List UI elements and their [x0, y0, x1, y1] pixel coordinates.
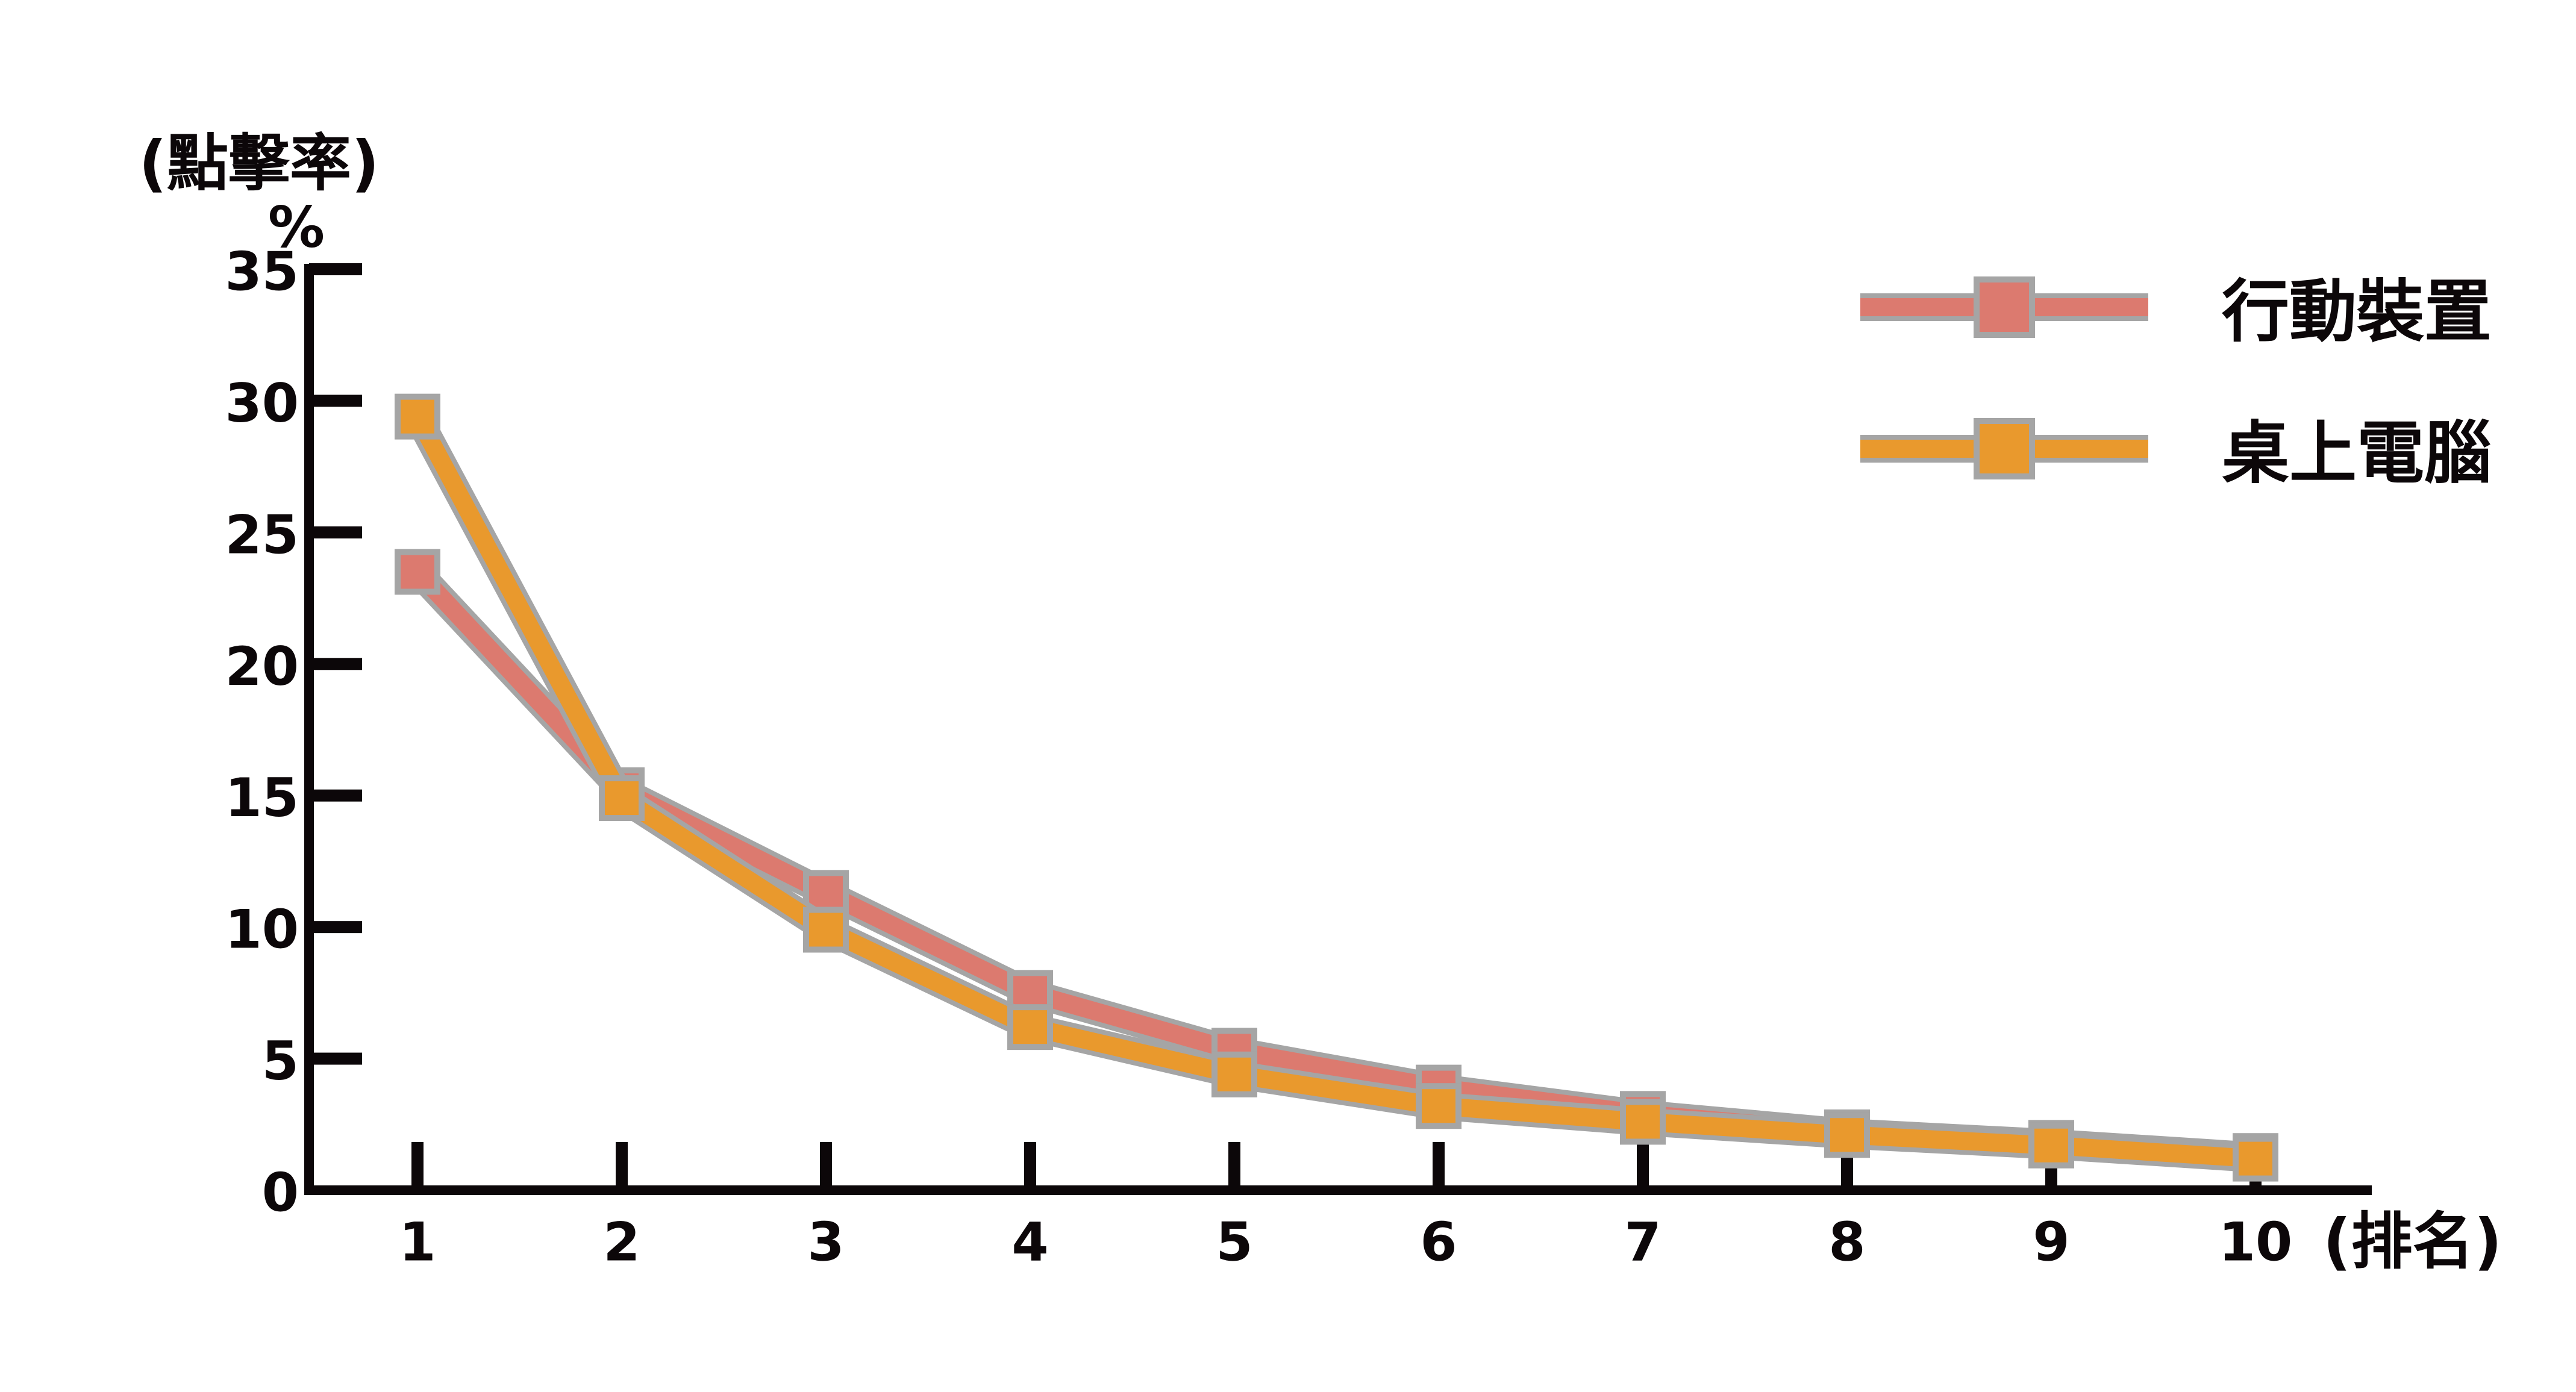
x-tick-mark	[1024, 1142, 1036, 1190]
x-tick-label: 9	[2033, 1211, 2069, 1273]
y-tick-label: 5	[262, 1030, 299, 1092]
x-axis-line	[304, 1185, 2372, 1195]
x-tick-label: 4	[1011, 1211, 1048, 1273]
series-line	[409, 412, 2256, 1168]
data-point-marker	[1620, 1099, 1666, 1145]
x-tick-mark	[1228, 1142, 1240, 1190]
data-series	[395, 393, 2278, 1182]
series-line-outline	[405, 410, 2257, 1173]
y-tick-label: 10	[225, 899, 299, 961]
data-point-marker	[2028, 1122, 2074, 1169]
data-point-marker	[1211, 1051, 1257, 1097]
legend-label-mobile: 行動裝置	[2222, 273, 2492, 351]
y-tick-mark	[309, 1052, 362, 1065]
x-tick-label: 6	[1420, 1211, 1457, 1273]
y-tick-label: 25	[225, 504, 299, 566]
x-tick-label: 2	[603, 1211, 640, 1273]
y-tick-mark	[309, 921, 362, 934]
y-tick-mark	[309, 263, 362, 275]
series-desktop	[395, 393, 2278, 1182]
data-point-marker	[395, 549, 440, 595]
legend-marker-mobile-icon	[1974, 276, 2035, 338]
x-tick-label: 10	[2219, 1211, 2292, 1273]
x-axis-unit-label: (排名)	[2323, 1206, 2502, 1278]
y-tick-label: 30	[225, 372, 299, 434]
y-tick-mark	[309, 395, 362, 407]
y-axis-unit-label: %	[268, 195, 325, 261]
y-tick-label: 0	[262, 1162, 299, 1224]
y-tick-mark	[309, 789, 362, 802]
y-tick-label: 35	[225, 241, 299, 303]
series-line	[411, 566, 2256, 1166]
y-tick-label: 15	[225, 767, 299, 829]
data-point-marker	[803, 907, 849, 953]
x-tick-mark	[1433, 1142, 1445, 1190]
legend: 行動裝置 桌上電腦	[1860, 273, 2492, 493]
y-axis-title: (點擊率)	[139, 128, 379, 200]
data-point-marker	[1007, 1004, 1053, 1050]
data-point-marker	[395, 393, 440, 440]
x-tick-label: 3	[807, 1211, 844, 1273]
legend-label-desktop: 桌上電腦	[2222, 414, 2492, 493]
y-tick-label: 20	[225, 635, 299, 698]
axes: 0 5 10 15 20 25 30 35 1 2 3 4 5 6 7 8 9 10	[225, 241, 2372, 1273]
data-point-marker	[2233, 1135, 2278, 1182]
x-tick-label: 5	[1216, 1211, 1252, 1273]
legend-item-mobile: 行動裝置	[1860, 273, 2492, 351]
x-tick-mark	[1637, 1142, 1649, 1190]
legend-item-desktop: 桌上電腦	[1860, 414, 2492, 493]
x-tick-mark	[616, 1142, 628, 1190]
data-point-marker	[1824, 1112, 1870, 1158]
legend-marker-desktop-icon	[1974, 418, 2035, 479]
data-point-marker	[1416, 1083, 1462, 1129]
x-tick-label: 7	[1624, 1211, 1661, 1273]
x-tick-mark	[820, 1142, 832, 1190]
x-tick-label: 8	[1828, 1211, 1865, 1273]
x-tick-mark	[411, 1142, 424, 1190]
y-tick-mark	[309, 658, 362, 670]
data-point-marker	[599, 775, 645, 822]
y-axis-line	[304, 264, 314, 1195]
x-tick-label: 1	[399, 1211, 436, 1273]
y-tick-mark	[309, 526, 362, 538]
